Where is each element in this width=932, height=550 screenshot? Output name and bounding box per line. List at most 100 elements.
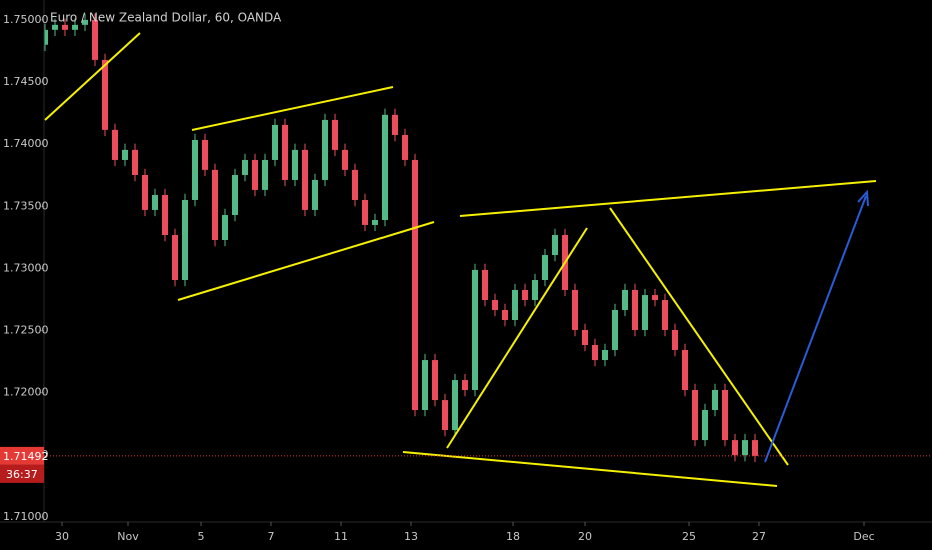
candle-body [542,255,548,281]
trend-line [44,32,141,121]
y-tick-label: 1.74500 [3,75,49,88]
y-tick-label: 1.74000 [3,137,49,150]
candle-body [512,289,518,321]
candle-body [142,174,148,210]
candle-body [252,159,258,190]
candle-body [662,300,668,330]
candle-body [322,119,328,180]
x-tick-label: 11 [334,530,348,543]
candle-body [212,169,218,240]
candle-body [292,149,298,180]
candle-body [652,295,658,301]
candle-body [602,349,608,361]
x-tick-label: 27 [752,530,766,543]
candle-body [742,440,748,456]
candle-body [362,199,368,225]
candle-body [272,124,278,160]
candle-body [92,19,98,60]
trend-line [446,227,588,449]
candle-body [422,360,428,411]
candle-body [372,219,378,225]
x-tick-label: 20 [578,530,592,543]
trend-line [609,207,789,466]
candle-body [492,300,498,310]
candle-body [442,400,448,431]
candle-body [452,380,458,431]
candle-body [702,410,708,441]
candle-body [222,215,228,240]
y-tick-label: 1.75000 [3,13,49,26]
x-tick-label: 30 [55,530,69,543]
x-tick-label: 7 [268,530,275,543]
candle-body [102,59,108,130]
candle-body [502,309,508,321]
candle-body [712,390,718,411]
candle-body [312,179,318,210]
candle-body [472,269,478,391]
candle-body [262,159,268,190]
candle-body [232,174,238,216]
candle-body [402,134,408,160]
candle-body [632,289,638,330]
candle-body [532,280,538,301]
candle-body [572,289,578,330]
candle-body [432,360,438,401]
overlay: 1.75000 1.74500 1.74000 1.73500 1.73000 1.725… [0,13,932,543]
y-tick-label: 1.71000 [3,510,49,523]
candle-body [82,19,88,25]
candles [42,13,758,463]
candle-body [732,440,738,456]
candle-body [112,129,118,160]
candle-body [242,159,248,175]
candle-body [202,139,208,170]
candle-body [162,195,168,236]
countdown-box [0,464,44,483]
candle-body [482,269,488,301]
y-tick-label: 1.73000 [3,261,49,274]
trend-line [402,451,778,487]
time-axis [0,522,932,550]
price-label-box [0,446,44,465]
price-axis [0,0,44,522]
candle-body [192,139,198,200]
candle-body [182,199,188,281]
candle-body [382,114,388,220]
candle-body [682,349,688,391]
trend-line [177,221,435,301]
candle-body [122,149,128,160]
candle-body [392,114,398,135]
x-tick-label: 13 [404,530,418,543]
candle-body [42,29,48,45]
x-tick-label: 18 [506,530,520,543]
candle-body [672,329,678,350]
candle-body [412,159,418,411]
candle-body [622,289,628,310]
candle-body [552,235,558,256]
candle-body [332,119,338,150]
candle-body [302,149,308,210]
countdown: 36:37 [6,468,38,481]
arrow [764,195,867,463]
candle-body [582,329,588,346]
candle-body [692,390,698,441]
drawings [44,32,877,487]
x-tick-label: 25 [682,530,696,543]
y-tick-label: 1.72000 [3,386,49,399]
price-label: 1.71492 [3,450,49,463]
candle-body [462,380,468,391]
candle-body [352,169,358,200]
candle-body [642,295,648,330]
candle-body [522,289,528,301]
candle-body [72,24,78,30]
candle-body [172,235,178,281]
trend-line [191,86,394,131]
candle-body [592,345,598,361]
candle-body [282,124,288,180]
chart-title: Euro / New Zealand Dollar, 60, OANDA [50,11,282,25]
candle-body [612,309,618,350]
candle-body [132,149,138,175]
y-tick-label: 1.73500 [3,199,49,212]
candle-body [152,195,158,210]
